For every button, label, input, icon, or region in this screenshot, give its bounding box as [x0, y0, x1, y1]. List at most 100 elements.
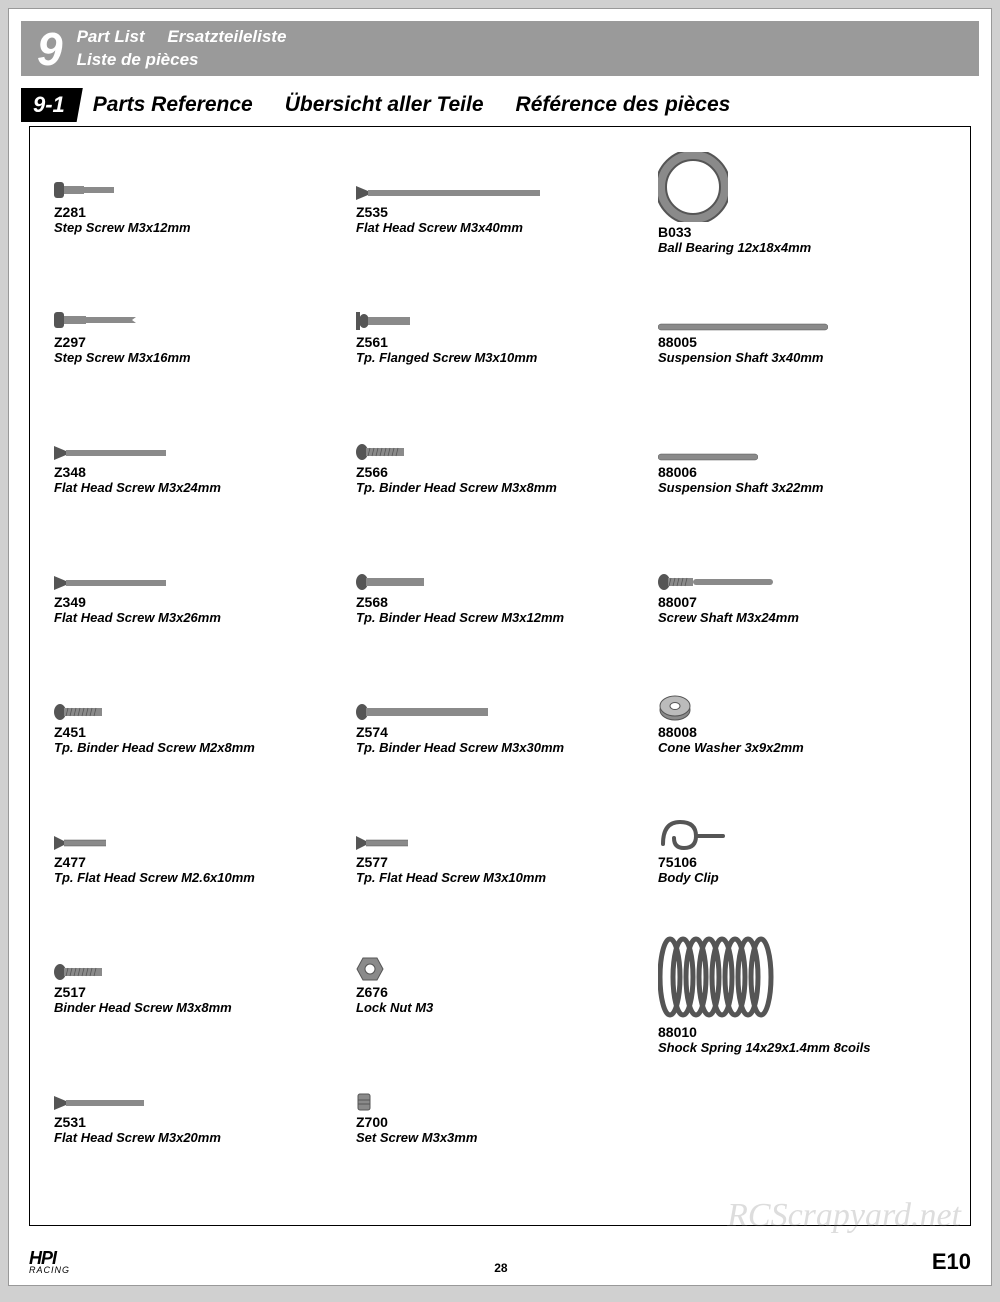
- clip-icon: [658, 797, 960, 852]
- part-description: Cone Washer 3x9x2mm: [658, 740, 960, 755]
- parts-column: Z535 Flat Head Screw M3x40mm Z561 Tp. Fl…: [356, 147, 658, 1187]
- part-code: Z566: [356, 464, 658, 480]
- part-code: 75106: [658, 854, 960, 870]
- part-description: Flat Head Screw M3x24mm: [54, 480, 356, 495]
- subsection-number: 9-1: [21, 88, 83, 122]
- part-code: Z297: [54, 334, 356, 350]
- subsection-titles: Parts Reference Übersicht aller Teile Ré…: [93, 93, 731, 117]
- title-fr: Liste de pièces: [77, 49, 305, 71]
- brand-logo: HPI RACING: [29, 1248, 70, 1275]
- part-code: 88007: [658, 594, 960, 610]
- part-description: Flat Head Screw M3x26mm: [54, 610, 356, 625]
- brand-sub: RACING: [29, 1265, 70, 1275]
- part-item: 88006 Suspension Shaft 3x22mm: [658, 407, 960, 537]
- part-item: Z297 Step Screw M3x16mm: [54, 277, 356, 407]
- part-description: Lock Nut M3: [356, 1000, 658, 1015]
- page-number: 28: [70, 1261, 932, 1275]
- part-description: Shock Spring 14x29x1.4mm 8coils: [658, 1040, 960, 1055]
- part-description: Binder Head Screw M3x8mm: [54, 1000, 356, 1015]
- part-item: Z349 Flat Head Screw M3x26mm: [54, 537, 356, 667]
- spring-icon: [658, 927, 960, 1022]
- page-footer: HPI RACING 28 E10: [29, 1248, 971, 1275]
- part-description: Flat Head Screw M3x40mm: [356, 220, 658, 235]
- section-number: 9: [37, 22, 63, 76]
- part-description: Tp. Binder Head Screw M3x8mm: [356, 480, 658, 495]
- part-code: Z577: [356, 854, 658, 870]
- part-item: B033 Ball Bearing 12x18x4mm: [658, 147, 960, 277]
- part-code: Z561: [356, 334, 658, 350]
- part-code: 88008: [658, 724, 960, 740]
- binder-screw-med-icon: [356, 537, 658, 592]
- part-code: 88006: [658, 464, 960, 480]
- flat-screw-xlong-icon: [356, 147, 658, 202]
- part-code: Z281: [54, 204, 356, 220]
- part-item: Z535 Flat Head Screw M3x40mm: [356, 147, 658, 277]
- subtitle-en: Parts Reference: [93, 93, 253, 117]
- part-item: 88007 Screw Shaft M3x24mm: [658, 537, 960, 667]
- part-description: Tp. Flat Head Screw M3x10mm: [356, 870, 658, 885]
- screw-shaft-icon: [658, 537, 960, 592]
- part-item: Z477 Tp. Flat Head Screw M2.6x10mm: [54, 797, 356, 927]
- subsection-header: 9-1 Parts Reference Übersicht aller Teil…: [21, 88, 979, 122]
- part-item: Z700 Set Screw M3x3mm: [356, 1057, 658, 1187]
- part-code: B033: [658, 224, 960, 240]
- part-description: Step Screw M3x12mm: [54, 220, 356, 235]
- part-item: Z566 Tp. Binder Head Screw M3x8mm: [356, 407, 658, 537]
- parts-column: B033 Ball Bearing 12x18x4mm 88005 Suspen…: [658, 147, 960, 1187]
- part-item: 88010 Shock Spring 14x29x1.4mm 8coils: [658, 927, 960, 1077]
- part-item: Z561 Tp. Flanged Screw M3x10mm: [356, 277, 658, 407]
- washer-icon: [658, 667, 960, 722]
- bearing-icon: [658, 147, 960, 222]
- part-code: Z568: [356, 594, 658, 610]
- parts-grid: Z281 Step Screw M3x12mm Z297 Step Screw …: [29, 126, 971, 1226]
- part-description: Tp. Flat Head Screw M2.6x10mm: [54, 870, 356, 885]
- part-description: Tp. Flanged Screw M3x10mm: [356, 350, 658, 365]
- part-code: 88010: [658, 1024, 960, 1040]
- part-item: Z451 Tp. Binder Head Screw M2x8mm: [54, 667, 356, 797]
- binder-screw-short-icon: [54, 667, 356, 722]
- part-description: Ball Bearing 12x18x4mm: [658, 240, 960, 255]
- part-item: 75106 Body Clip: [658, 797, 960, 927]
- flat-screw-short-icon: [356, 797, 658, 852]
- subtitle-de: Übersicht aller Teile: [285, 93, 484, 117]
- part-description: Step Screw M3x16mm: [54, 350, 356, 365]
- flat-screw-short-icon: [54, 797, 356, 852]
- title-de: Ersatzteileliste: [167, 27, 286, 46]
- part-code: Z700: [356, 1114, 658, 1130]
- step-screw-short-icon: [54, 147, 356, 202]
- part-code: Z676: [356, 984, 658, 1000]
- title-en: Part List: [77, 27, 145, 46]
- section-titles: Part List Ersatzteileliste Liste de pièc…: [77, 26, 305, 70]
- part-item: Z531 Flat Head Screw M3x20mm: [54, 1057, 356, 1187]
- part-description: Tp. Binder Head Screw M3x12mm: [356, 610, 658, 625]
- part-code: Z535: [356, 204, 658, 220]
- part-item: Z517 Binder Head Screw M3x8mm: [54, 927, 356, 1057]
- part-code: 88005: [658, 334, 960, 350]
- part-code: Z574: [356, 724, 658, 740]
- model-name: E10: [932, 1249, 971, 1275]
- flanged-screw-icon: [356, 277, 658, 332]
- flat-screw-long-icon: [54, 537, 356, 592]
- watermark: RCScrapyard.net: [727, 1197, 961, 1235]
- subtitle-fr: Référence des pièces: [516, 93, 731, 117]
- binder-screw-long-icon: [356, 667, 658, 722]
- part-item: 88005 Suspension Shaft 3x40mm: [658, 277, 960, 407]
- section-header: 9 Part List Ersatzteileliste Liste de pi…: [21, 21, 979, 76]
- part-description: Tp. Binder Head Screw M2x8mm: [54, 740, 356, 755]
- set-screw-icon: [356, 1057, 658, 1112]
- shaft-short-icon: [658, 407, 960, 462]
- binder-screw-short-icon: [356, 407, 658, 462]
- shaft-long-icon: [658, 277, 960, 332]
- part-code: Z349: [54, 594, 356, 610]
- part-description: Tp. Binder Head Screw M3x30mm: [356, 740, 658, 755]
- page: 9 Part List Ersatzteileliste Liste de pi…: [8, 8, 992, 1286]
- part-item: 88008 Cone Washer 3x9x2mm: [658, 667, 960, 797]
- part-code: Z517: [54, 984, 356, 1000]
- part-description: Suspension Shaft 3x40mm: [658, 350, 960, 365]
- part-item: Z348 Flat Head Screw M3x24mm: [54, 407, 356, 537]
- part-description: Screw Shaft M3x24mm: [658, 610, 960, 625]
- flat-screw-long-icon: [54, 407, 356, 462]
- part-item: Z577 Tp. Flat Head Screw M3x10mm: [356, 797, 658, 927]
- nut-icon: [356, 927, 658, 982]
- part-code: Z531: [54, 1114, 356, 1130]
